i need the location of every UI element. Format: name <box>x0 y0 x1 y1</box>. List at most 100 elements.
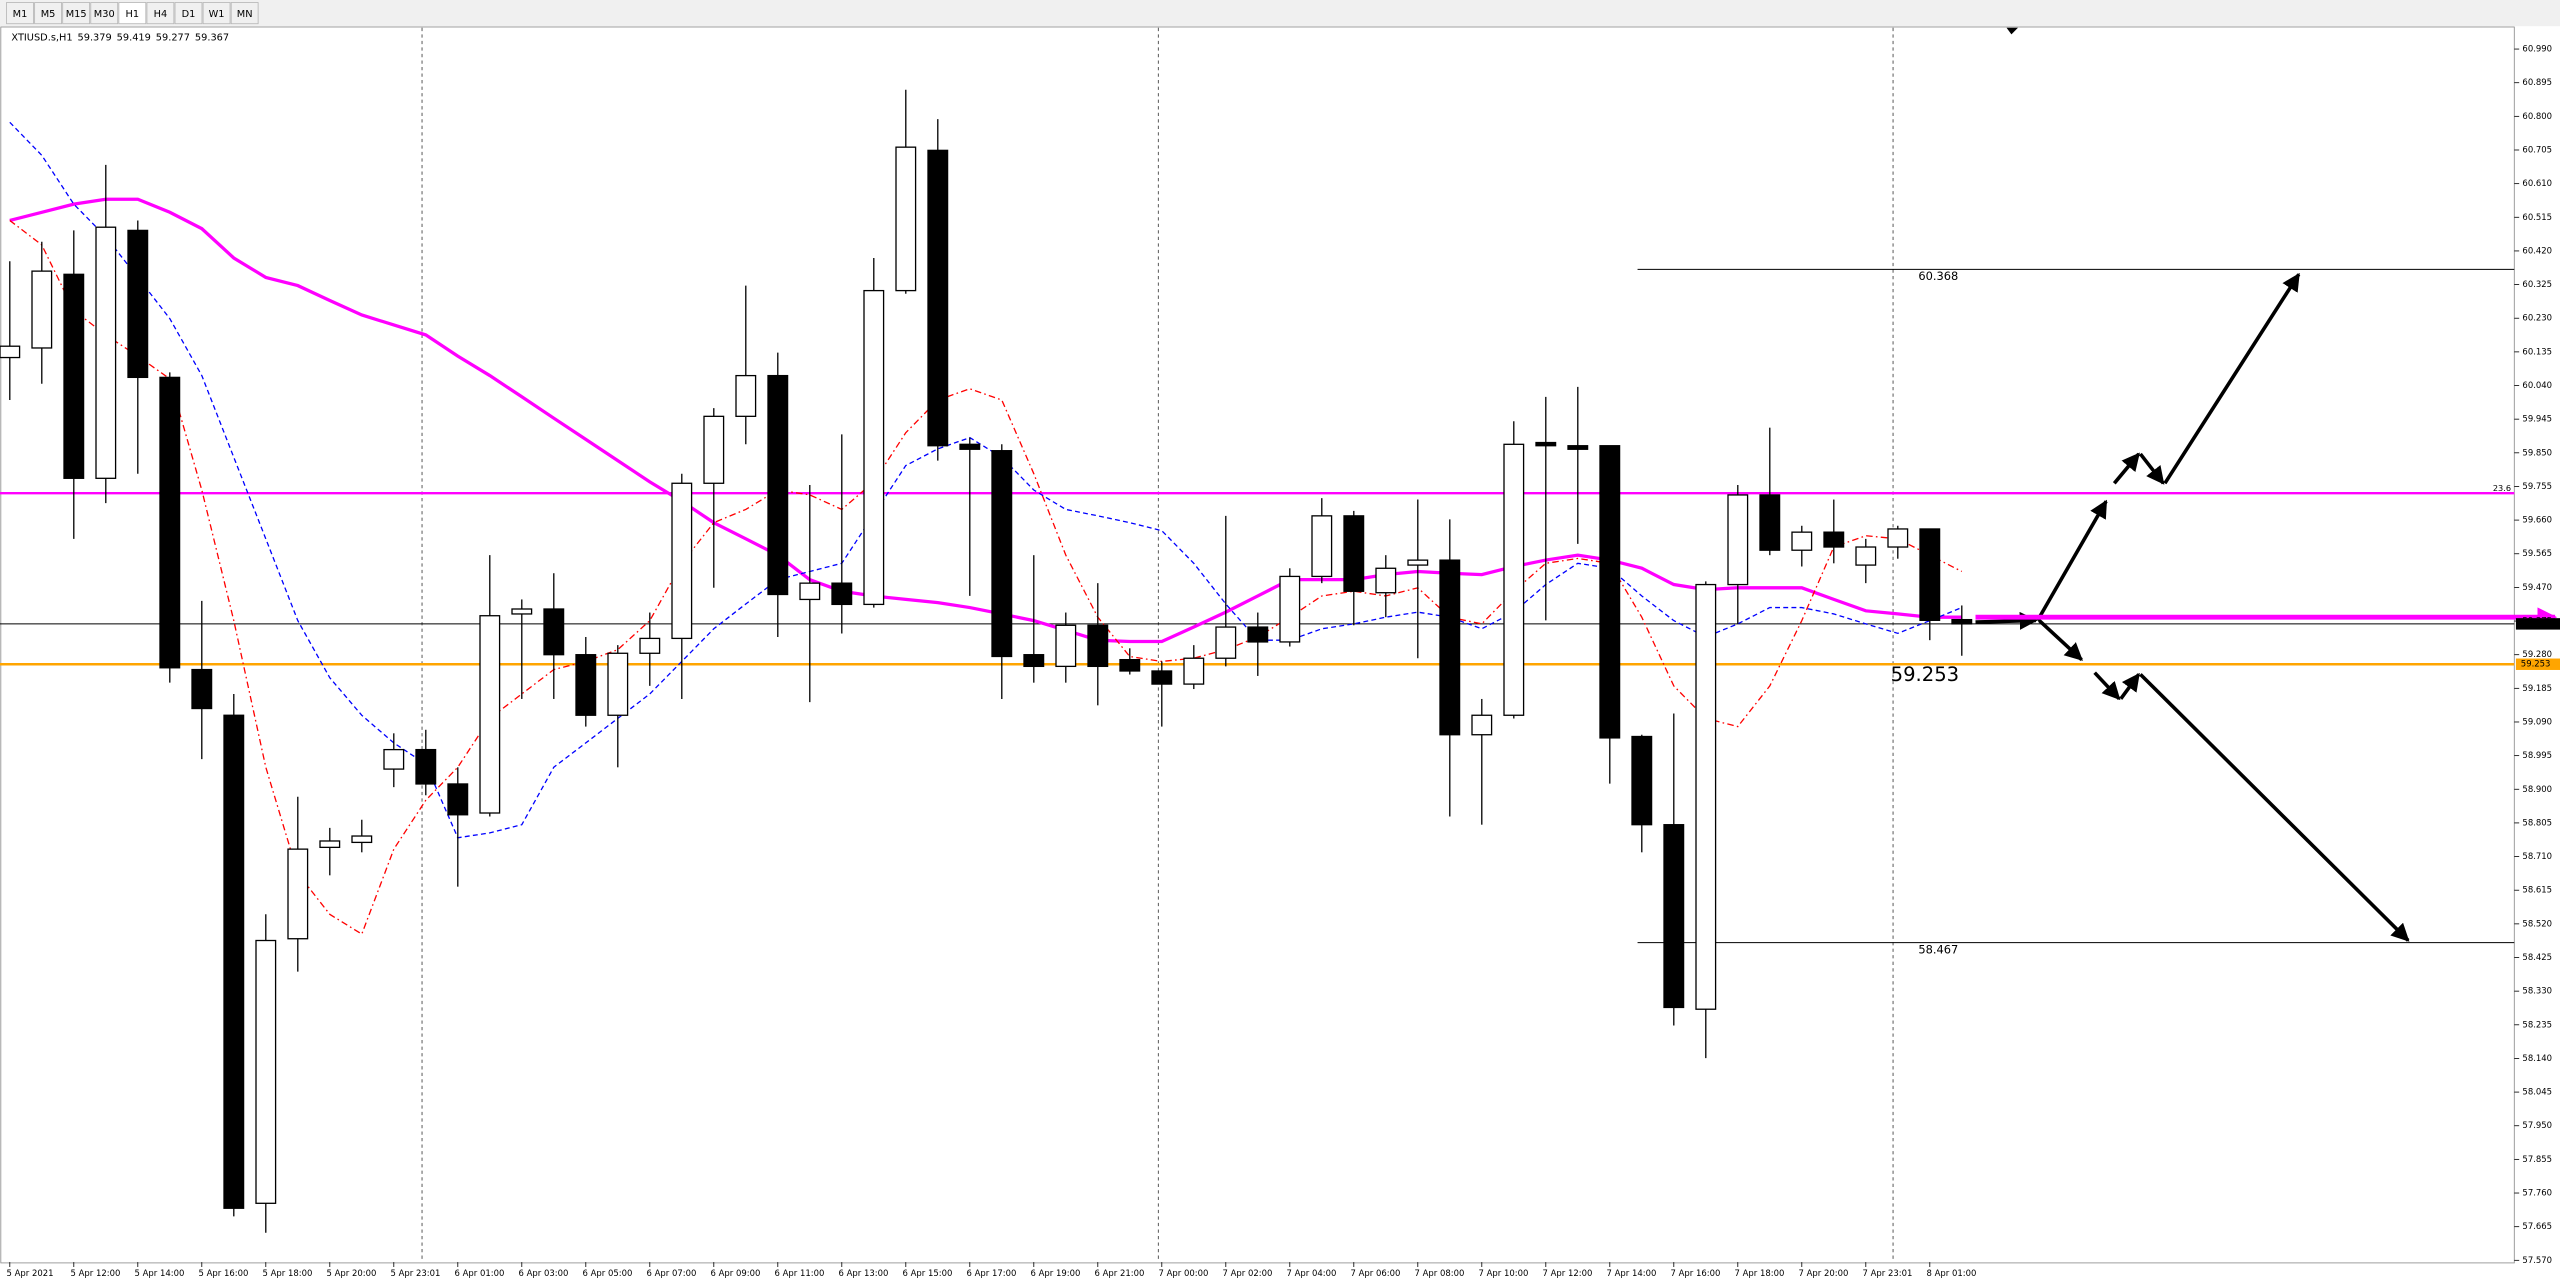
arrow <box>2138 452 2165 485</box>
price-box-label: 59.253 <box>2521 659 2551 669</box>
timeframe-label[interactable]: M15 <box>66 9 87 20</box>
y-tick-label: 59.280 <box>2522 649 2552 659</box>
candle-body <box>1663 824 1685 1009</box>
y-tick-label: 57.665 <box>2522 1221 2552 1231</box>
candle-body <box>767 374 789 596</box>
candle-body <box>479 615 501 814</box>
candle-body <box>1215 626 1237 659</box>
price-box <box>2515 618 2560 630</box>
candle-body <box>95 226 117 479</box>
candle-body <box>1727 494 1749 586</box>
x-tick-label: 5 Apr 12:00 <box>71 1268 121 1278</box>
y-tick-label: 58.615 <box>2522 885 2552 895</box>
y-tick-label: 58.235 <box>2522 1019 2552 1029</box>
x-tick-label: 5 Apr 2021 <box>7 1268 54 1278</box>
y-tick-label: 59.185 <box>2522 683 2552 693</box>
x-tick-label: 5 Apr 14:00 <box>135 1268 185 1278</box>
candle-body <box>831 582 853 606</box>
candle-body <box>863 289 885 606</box>
timeframe-label[interactable]: M1 <box>13 9 28 20</box>
arrow <box>2119 672 2141 700</box>
x-tick-label: 7 Apr 10:00 <box>1479 1268 1529 1278</box>
y-tick-label: 60.515 <box>2522 212 2552 222</box>
x-tick-label: 6 Apr 09:00 <box>711 1268 761 1278</box>
timeframe-label[interactable]: H1 <box>126 9 140 20</box>
price-box <box>2515 658 2560 670</box>
candle-body <box>1855 546 1877 566</box>
candle-body <box>1375 567 1397 594</box>
candle-body <box>927 149 949 447</box>
y-tick-label: 60.040 <box>2522 380 2552 390</box>
candle-body <box>671 482 693 640</box>
candle-body <box>1407 559 1429 566</box>
timeframe-button[interactable] <box>146 2 175 25</box>
timeframe-button[interactable] <box>6 2 34 25</box>
x-tick-label: 6 Apr 01:00 <box>455 1268 505 1278</box>
timeframe-button[interactable] <box>230 2 259 25</box>
timeframe-label[interactable]: MN <box>237 9 253 20</box>
x-tick-label: 6 Apr 13:00 <box>839 1268 889 1278</box>
candle-body <box>255 939 277 1204</box>
candle-body <box>1471 714 1493 736</box>
candle-body <box>1311 515 1333 578</box>
y-tick-label: 59.850 <box>2522 447 2552 457</box>
day-separators <box>421 27 1894 1263</box>
level-price: 60.368 <box>1918 269 1958 283</box>
timeframe-label[interactable]: W1 <box>209 9 225 20</box>
timeframe-button[interactable] <box>174 2 203 25</box>
candle-body <box>735 374 757 417</box>
plot <box>0 89 2515 1233</box>
y-tick-label: 59.755 <box>2522 481 2552 491</box>
x-tick-label: 6 Apr 21:00 <box>1095 1268 1145 1278</box>
timeframe-label[interactable]: H4 <box>154 9 168 20</box>
candle-body <box>63 273 85 479</box>
y-tick-label: 60.895 <box>2522 77 2552 87</box>
x-tick-label: 7 Apr 18:00 <box>1735 1268 1785 1278</box>
candle-body <box>415 748 437 785</box>
candle-body <box>703 415 725 484</box>
shift-marker <box>2006 27 2018 35</box>
x-tick-label: 7 Apr 06:00 <box>1351 1268 1401 1278</box>
y-tick-label: 58.520 <box>2522 918 2552 928</box>
y-tick-label: 59.470 <box>2522 582 2552 592</box>
timeframe-button[interactable] <box>202 2 231 25</box>
price-box-label: 59.367 <box>2521 618 2551 628</box>
timeframe-label[interactable]: M5 <box>41 9 56 20</box>
candle-body <box>575 654 597 716</box>
moving-average <box>9 121 1963 839</box>
arrow <box>2035 499 2108 622</box>
y-tick-label: 58.900 <box>2522 784 2552 794</box>
candle-body <box>1631 735 1653 826</box>
candle-body <box>1343 515 1365 592</box>
candle-body <box>1951 618 1973 625</box>
candle-body <box>895 146 917 292</box>
chart-header: XTIUSD.s,H1 59.379 59.419 59.277 59.367 <box>11 33 229 44</box>
arrow <box>2093 671 2121 701</box>
x-tick-label: 6 Apr 17:00 <box>967 1268 1017 1278</box>
x-tick-label: 5 Apr 23:01 <box>391 1268 441 1278</box>
candle-body <box>1759 494 1781 551</box>
timeframe-button[interactable] <box>118 2 147 25</box>
x-tick-label: 7 Apr 20:00 <box>1799 1268 1849 1278</box>
candle-body <box>1279 575 1301 643</box>
candle-body <box>543 608 565 656</box>
timeframe-label[interactable]: D1 <box>182 9 196 20</box>
timeframe-button[interactable] <box>34 2 62 25</box>
candle-body <box>991 450 1013 658</box>
candle-body <box>1503 443 1525 716</box>
timeframe-button[interactable] <box>62 2 91 25</box>
y-tick-label: 60.610 <box>2522 178 2552 188</box>
candle-body <box>31 270 53 349</box>
y-tick-label: 57.855 <box>2522 1154 2552 1164</box>
y-tick-label: 58.995 <box>2522 750 2552 760</box>
candle-body <box>1599 445 1621 739</box>
timeframe-button[interactable] <box>90 2 119 25</box>
y-tick-label: 57.570 <box>2522 1255 2552 1265</box>
candle-body <box>159 376 181 669</box>
candle-body <box>1247 626 1269 643</box>
timeframe-label[interactable]: M30 <box>94 9 115 20</box>
y-tick-label: 57.760 <box>2522 1188 2552 1198</box>
x-tick-label: 7 Apr 23:01 <box>1863 1268 1913 1278</box>
candle-body <box>351 835 373 844</box>
